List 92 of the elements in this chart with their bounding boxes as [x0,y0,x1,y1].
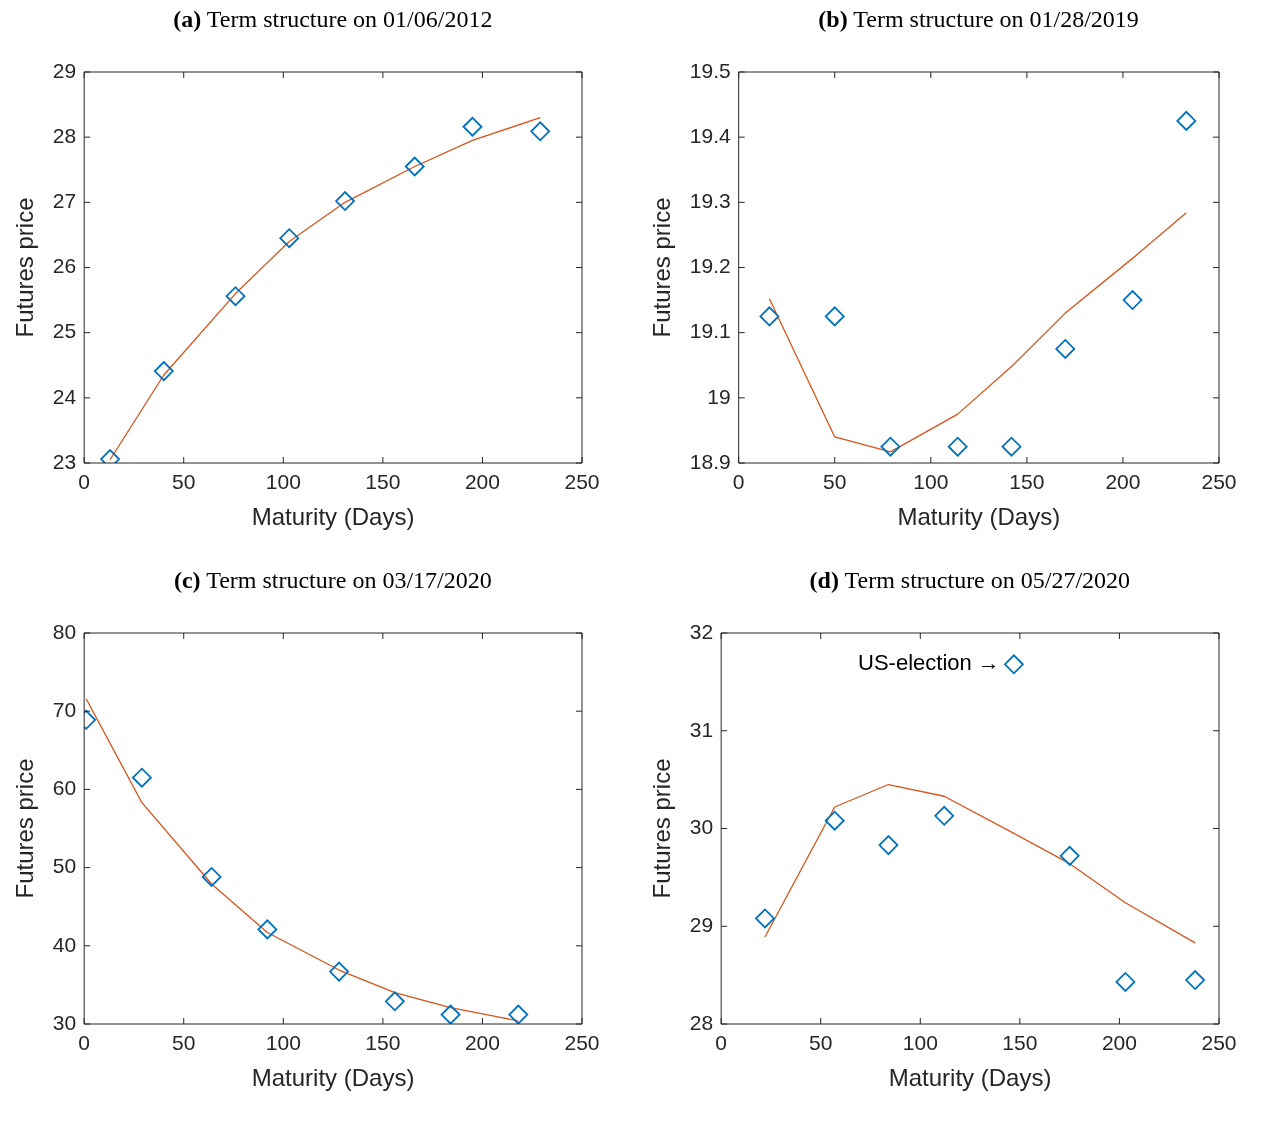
point [1001,436,1022,457]
chart-title: (c) Term structure on 03/17/2020 [173,567,492,593]
point [132,767,152,788]
x-tick-label: 200 [1105,470,1141,494]
x-tick-label: 100 [265,470,301,494]
point [335,191,355,211]
x-tick-label: 200 [464,1031,500,1055]
point [755,908,775,929]
y-axis-title: Futures price [11,197,39,338]
y-tick-label: 29 [52,58,77,82]
y-axis-title: Futures price [648,758,676,899]
x-axis-title: Maturity (Days) [897,503,1061,531]
y-tick-label: 60 [52,776,77,800]
point [759,306,780,327]
x-tick-label: 150 [1002,1031,1038,1055]
x-tick-label: 50 [172,1031,196,1055]
x-tick-label: 100 [265,1031,301,1055]
annotation: US-election → [858,650,1000,676]
x-axis-title: Maturity (Days) [251,503,415,531]
x-axis-title: Maturity (Days) [888,1064,1052,1092]
y-axis-title: Futures price [648,197,676,338]
y-tick-label: 32 [689,619,714,643]
point [934,805,955,826]
point [279,228,300,249]
y-tick-label: 70 [52,698,77,721]
point [329,961,349,982]
x-tick-label: 250 [1201,470,1237,494]
x-tick-label: 250 [1201,1031,1237,1055]
x-tick-label: 150 [1009,470,1045,494]
x-tick-label: 250 [564,1031,600,1055]
y-tick-label: 19.3 [689,189,731,213]
point [462,116,483,137]
y-tick-label: 19.5 [689,58,731,82]
x-tick-label: 150 [365,470,401,494]
x-tick-label: 100 [913,470,949,494]
x-tick-label: 0 [732,470,745,494]
point [404,156,425,177]
y-tick-label: 23 [52,449,77,473]
point [1115,972,1136,992]
point [824,810,845,831]
point [878,835,899,856]
point [530,121,551,142]
x-tick-label: 50 [823,470,847,494]
x-tick-label: 200 [464,470,500,494]
chart-title: (a) Term structure on 01/06/2012 [173,6,493,32]
y-tick-label: 30 [689,815,714,839]
x-tick-label: 100 [902,1031,938,1055]
point [880,436,901,457]
y-tick-label: 19 [707,384,731,408]
x-tick-label: 250 [564,470,600,494]
x-tick-label: 0 [78,1031,90,1055]
y-tick-label: 30 [52,1010,77,1034]
x-tick-label: 0 [715,1031,727,1055]
point [1122,290,1143,310]
point [1003,654,1024,675]
y-tick-label: 26 [52,254,77,278]
y-tick-label: 27 [52,189,77,213]
y-tick-label: 28 [689,1010,714,1034]
y-axis-title: Futures price [11,758,39,899]
y-tick-label: 19.4 [689,123,731,147]
y-tick-label: 18.9 [689,449,731,473]
x-axis-title: Maturity (Days) [251,1064,415,1092]
y-tick-label: 24 [52,384,77,408]
point [1059,845,1080,866]
chart-title: (b) Term structure on 01/28/2019 [818,6,1139,32]
point [384,991,405,1012]
x-tick-label: 50 [809,1031,833,1055]
y-tick-label: 50 [52,854,77,878]
x-tick-label: 50 [172,470,196,494]
y-tick-label: 29 [689,913,714,937]
point [947,436,968,457]
point [153,361,174,382]
point [824,306,845,327]
y-tick-label: 25 [52,319,77,343]
y-tick-label: 19.2 [689,254,731,278]
point [508,1004,529,1024]
point [1185,970,1205,990]
point [1176,110,1197,131]
point [201,867,222,887]
x-tick-label: 150 [365,1031,401,1055]
point [257,919,278,940]
y-tick-label: 31 [689,717,714,741]
y-tick-label: 40 [52,932,77,956]
x-tick-label: 200 [1101,1031,1137,1055]
point [440,1004,461,1024]
x-tick-label: 0 [78,470,90,494]
point [225,286,246,307]
y-tick-label: 19.1 [689,319,731,343]
point [1055,339,1076,359]
y-tick-label: 80 [52,619,77,643]
y-tick-label: 28 [52,123,77,147]
chart-title: (d) Term structure on 05/27/2020 [809,567,1131,593]
